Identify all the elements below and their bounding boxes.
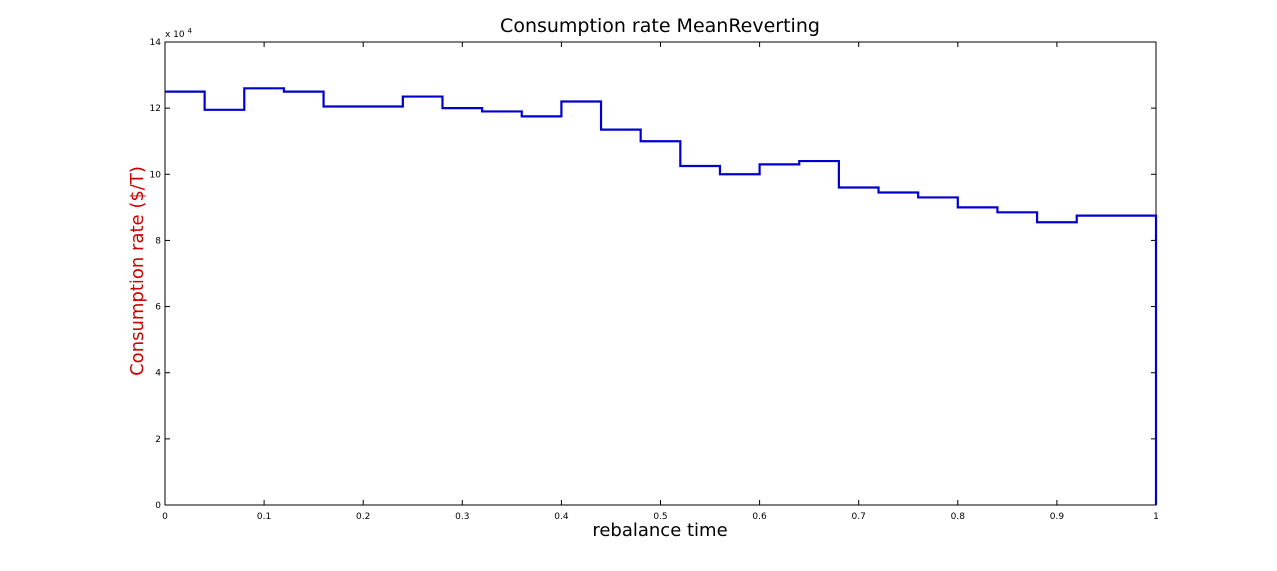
x-tick-label: 0.6 <box>752 512 767 522</box>
y-tick-label: 6 <box>155 303 161 313</box>
y-axis-exponent-base: x 10 <box>165 30 185 40</box>
series-line <box>165 87 1158 505</box>
x-tick-label: 0.7 <box>852 512 866 522</box>
x-tick-label: 0.8 <box>951 512 966 522</box>
chart-title: Consumption rate MeanReverting <box>500 15 820 37</box>
x-tick-label: 0.1 <box>257 512 271 522</box>
x-axis-label: rebalance time <box>592 520 727 541</box>
y-tick-label: 0 <box>155 501 161 511</box>
x-tick-label: 0.5 <box>653 512 667 522</box>
plot-area: 0 0.1 0.2 0.3 0.4 0.5 0.6 0.7 0.8 0.9 1 0 2 4 6 8 10 12 1… <box>150 38 1159 522</box>
y-axis-exponent: x 10 4 <box>165 27 193 40</box>
x-tick-label: 0.4 <box>554 512 569 522</box>
y-axis-exponent-power: 4 <box>188 27 193 35</box>
plot-frame <box>164 41 1157 506</box>
y-tick-label: 8 <box>155 236 161 246</box>
x-tick-label: 0.9 <box>1050 512 1065 522</box>
x-tick-label: 0.3 <box>455 512 469 522</box>
y-tick-label: 14 <box>150 38 162 48</box>
y-axis: 0 2 4 6 8 10 12 14 <box>150 38 1156 511</box>
x-axis: 0 0.1 0.2 0.3 0.4 0.5 0.6 0.7 0.8 0.9 1 <box>162 42 1159 522</box>
x-tick-label: 0.2 <box>356 512 370 522</box>
y-tick-label: 12 <box>150 104 161 114</box>
y-tick-label: 2 <box>155 435 161 445</box>
y-axis-label: Consumption rate ($/T) <box>127 166 148 376</box>
x-tick-label: 1 <box>1153 512 1159 522</box>
y-tick-label: 4 <box>155 369 161 379</box>
y-tick-label: 10 <box>150 170 162 180</box>
x-tick-label: 0 <box>162 512 168 522</box>
